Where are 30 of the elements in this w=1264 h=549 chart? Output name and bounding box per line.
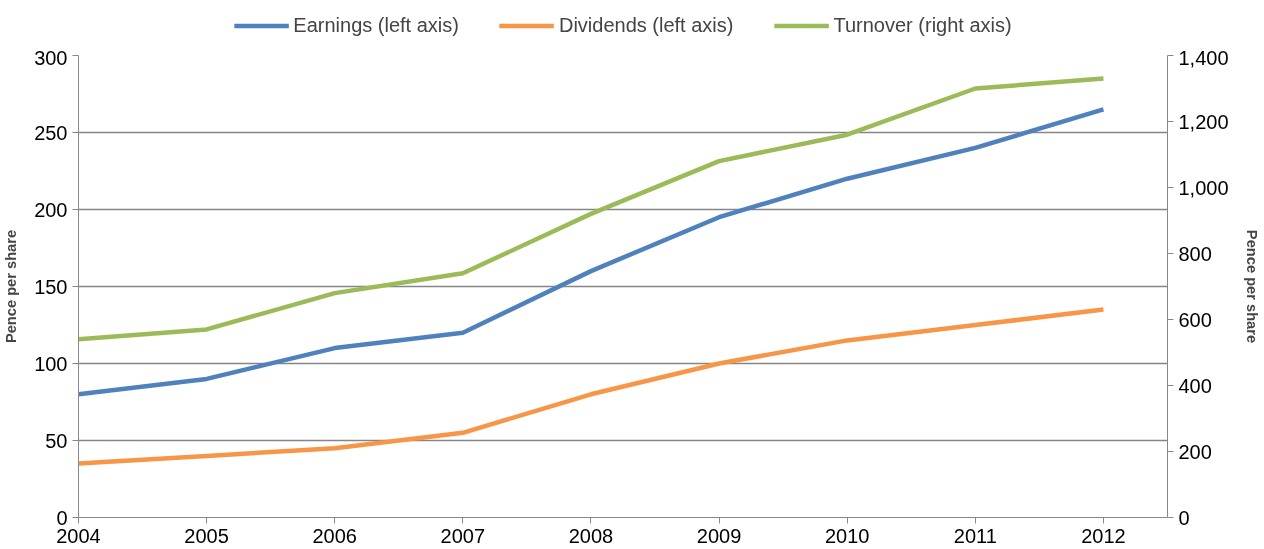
y2-tick-label: 200	[1178, 440, 1212, 463]
y-tick-label: 200	[34, 198, 68, 221]
y2-tick-label: 600	[1178, 308, 1212, 331]
x-tick-label: 2005	[184, 524, 229, 547]
legend-label: Dividends (left axis)	[558, 13, 734, 37]
legend-label: Earnings (left axis)	[293, 13, 459, 37]
y2-axis-title: Pence per share	[1243, 229, 1260, 344]
y2-tick-label: 400	[1178, 374, 1212, 397]
line-series	[78, 76, 1106, 342]
y-tick-label: 250	[34, 121, 68, 144]
line-series	[78, 107, 1106, 397]
y2-tick-label: 0	[1178, 506, 1190, 529]
x-tick-label: 2009	[696, 524, 742, 547]
x-tick-label: 2007	[440, 524, 486, 547]
y2-tick-label: 1,400	[1178, 46, 1229, 69]
y-axis-title: Pence per share	[3, 229, 20, 344]
y-tick-label: 300	[34, 46, 68, 69]
x-tick-label: 2012	[1081, 524, 1126, 547]
x-tick-label: 2010	[824, 524, 870, 547]
x-tick-label: 2011	[953, 524, 997, 547]
x-tick-label: 2006	[312, 524, 357, 547]
x-tick-label: 2008	[568, 524, 614, 547]
y2-tick-label: 1,000	[1178, 176, 1229, 199]
y-tick-label: 150	[34, 275, 68, 298]
y2-tick-label: 800	[1178, 242, 1212, 265]
legend-label: Turnover (right axis)	[833, 13, 1012, 37]
line-series	[78, 307, 1106, 466]
y2-tick-label: 1,200	[1178, 110, 1229, 133]
y-tick-label: 100	[34, 352, 68, 375]
y-tick-label: 50	[45, 429, 68, 452]
